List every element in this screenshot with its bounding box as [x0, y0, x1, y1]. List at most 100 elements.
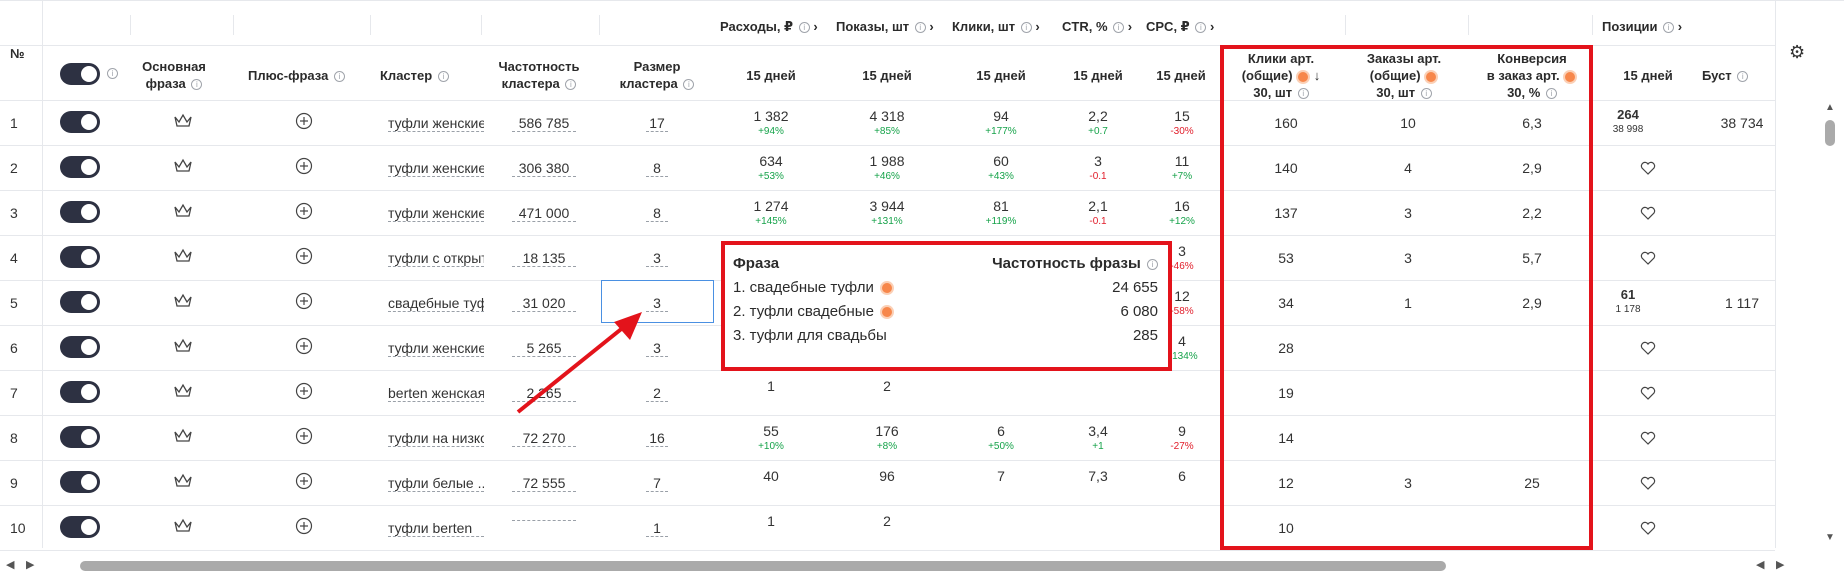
row-toggle[interactable] [60, 246, 100, 268]
plus-circle-icon[interactable] [295, 427, 313, 448]
cluster-size[interactable]: 1 [646, 520, 668, 537]
sort-arrow-icon[interactable]: ↓ [1313, 68, 1321, 83]
info-icon[interactable]: i [1545, 88, 1557, 100]
plus-circle-icon[interactable] [295, 517, 313, 538]
vertical-scroll-thumb[interactable] [1825, 120, 1835, 146]
column-impressions-period[interactable]: 15 дней [862, 68, 912, 83]
column-ctr-period[interactable]: 15 дней [1073, 68, 1123, 83]
column-cluster-frequency[interactable]: Частотность кластера i [484, 58, 594, 92]
cluster-size[interactable]: 8 [646, 160, 668, 177]
cluster-name[interactable]: туфли белые .. [388, 475, 484, 492]
column-cluster[interactable]: Кластер i [380, 67, 449, 84]
column-art-clicks[interactable]: Клики арт. (общие) ↓ 30, шт i [1226, 50, 1336, 101]
plus-circle-icon[interactable] [295, 382, 313, 403]
scroll-right-icon[interactable]: ▶ [26, 559, 35, 571]
crown-icon[interactable] [173, 383, 193, 402]
cluster-size[interactable]: 8 [646, 205, 668, 222]
chevron-right-icon[interactable]: › [813, 19, 818, 34]
heart-icon[interactable] [1640, 206, 1656, 223]
heart-icon[interactable] [1640, 521, 1656, 538]
cluster-name[interactable]: туфли berten [388, 520, 484, 537]
chevron-right-icon[interactable]: › [1127, 19, 1133, 34]
vertical-scrollbar[interactable]: ▲ ▼ [1823, 100, 1837, 548]
row-toggle[interactable] [60, 201, 100, 223]
cluster-size[interactable]: 3 [646, 295, 668, 312]
column-cpc-period[interactable]: 15 дней [1156, 68, 1206, 83]
column-boost[interactable]: Буст i [1702, 67, 1749, 84]
group-clicks[interactable]: Клики, шт i › [952, 19, 1040, 34]
chevron-right-icon[interactable]: › [1677, 19, 1683, 34]
row-toggle[interactable] [60, 516, 100, 538]
group-spend[interactable]: Расходы, ₽ i › [720, 19, 818, 35]
scroll-down-icon[interactable]: ▼ [1825, 532, 1835, 543]
chevron-right-icon[interactable]: › [929, 19, 934, 34]
gear-icon[interactable]: ⚙ [1789, 42, 1806, 62]
row-toggle[interactable] [60, 426, 100, 448]
cluster-size[interactable]: 3 [646, 340, 668, 357]
heart-icon[interactable] [1640, 251, 1656, 268]
cluster-name[interactable]: туфли женские [388, 160, 484, 177]
crown-icon[interactable] [173, 158, 193, 177]
crown-icon[interactable] [173, 428, 193, 447]
column-plus-phrase[interactable]: Плюс-фраза i [248, 67, 345, 84]
heart-icon[interactable] [1640, 161, 1656, 178]
crown-icon[interactable] [173, 203, 193, 222]
cluster-size[interactable]: 16 [646, 430, 668, 447]
crown-icon[interactable] [173, 293, 193, 312]
cluster-name[interactable]: туфли женские [388, 205, 484, 222]
info-icon[interactable]: i [1420, 88, 1432, 100]
horizontal-scroll-thumb[interactable] [80, 561, 1446, 571]
row-toggle[interactable] [60, 111, 100, 133]
info-icon[interactable]: i [1147, 258, 1158, 270]
cluster-name[interactable]: туфли на низко [388, 430, 484, 447]
scroll-left-icon-2[interactable]: ◀ [1756, 559, 1765, 571]
info-icon[interactable]: i [107, 68, 118, 79]
scroll-up-icon[interactable]: ▲ [1825, 102, 1835, 113]
cluster-size[interactable]: 7 [646, 475, 668, 492]
info-icon[interactable]: i [191, 79, 203, 91]
plus-circle-icon[interactable] [295, 337, 313, 358]
cluster-name[interactable]: berten женская [388, 385, 484, 402]
row-toggle[interactable] [60, 471, 100, 493]
scroll-right-icon-2[interactable]: ▶ [1776, 559, 1785, 571]
plus-circle-icon[interactable] [295, 157, 313, 178]
row-toggle[interactable] [60, 291, 100, 313]
column-conversion[interactable]: Конверсия в заказ арт. 30, % i [1470, 50, 1594, 101]
info-icon[interactable]: i [683, 79, 695, 91]
master-toggle[interactable] [60, 63, 100, 85]
scroll-left-icon[interactable]: ◀ [6, 559, 15, 571]
plus-circle-icon[interactable] [295, 112, 313, 133]
crown-icon[interactable] [173, 248, 193, 267]
heart-icon[interactable] [1640, 476, 1656, 493]
info-icon[interactable]: i [798, 22, 810, 34]
cluster-name[interactable]: свадебные туфли [388, 295, 484, 312]
column-clicks-period[interactable]: 15 дней [976, 68, 1026, 83]
row-toggle[interactable] [60, 381, 100, 403]
cluster-name[interactable]: туфли женские [388, 340, 484, 357]
cluster-size[interactable]: 17 [646, 115, 668, 132]
column-cluster-size[interactable]: Размер кластера i [604, 58, 710, 92]
cluster-name[interactable]: туфли женские [388, 115, 484, 132]
info-icon[interactable]: i [1663, 22, 1675, 34]
chevron-right-icon[interactable]: › [1035, 19, 1040, 34]
plus-circle-icon[interactable] [295, 472, 313, 493]
info-icon[interactable]: i [1297, 88, 1309, 100]
heart-icon[interactable] [1640, 341, 1656, 358]
plus-circle-icon[interactable] [295, 292, 313, 313]
column-main-phrase[interactable]: Основная фраза i [130, 58, 218, 92]
column-positions-period[interactable]: 15 дней [1623, 68, 1673, 83]
horizontal-scrollbar[interactable]: ◀ ▶ ◀ ▶ [0, 556, 1844, 576]
row-toggle[interactable] [60, 156, 100, 178]
crown-icon[interactable] [173, 473, 193, 492]
crown-icon[interactable] [173, 518, 193, 537]
info-icon[interactable]: i [1020, 22, 1032, 34]
plus-circle-icon[interactable] [295, 247, 313, 268]
info-icon[interactable]: i [914, 22, 926, 34]
group-positions[interactable]: Позиции i › [1602, 19, 1682, 34]
group-cpc[interactable]: CPC, ₽ i › [1146, 19, 1214, 35]
cluster-name[interactable]: туфли с открыт [388, 250, 484, 267]
group-ctr[interactable]: CTR, % i › [1062, 19, 1132, 34]
info-icon[interactable]: i [437, 71, 449, 83]
info-icon[interactable]: i [1737, 71, 1749, 83]
crown-icon[interactable] [173, 338, 193, 357]
